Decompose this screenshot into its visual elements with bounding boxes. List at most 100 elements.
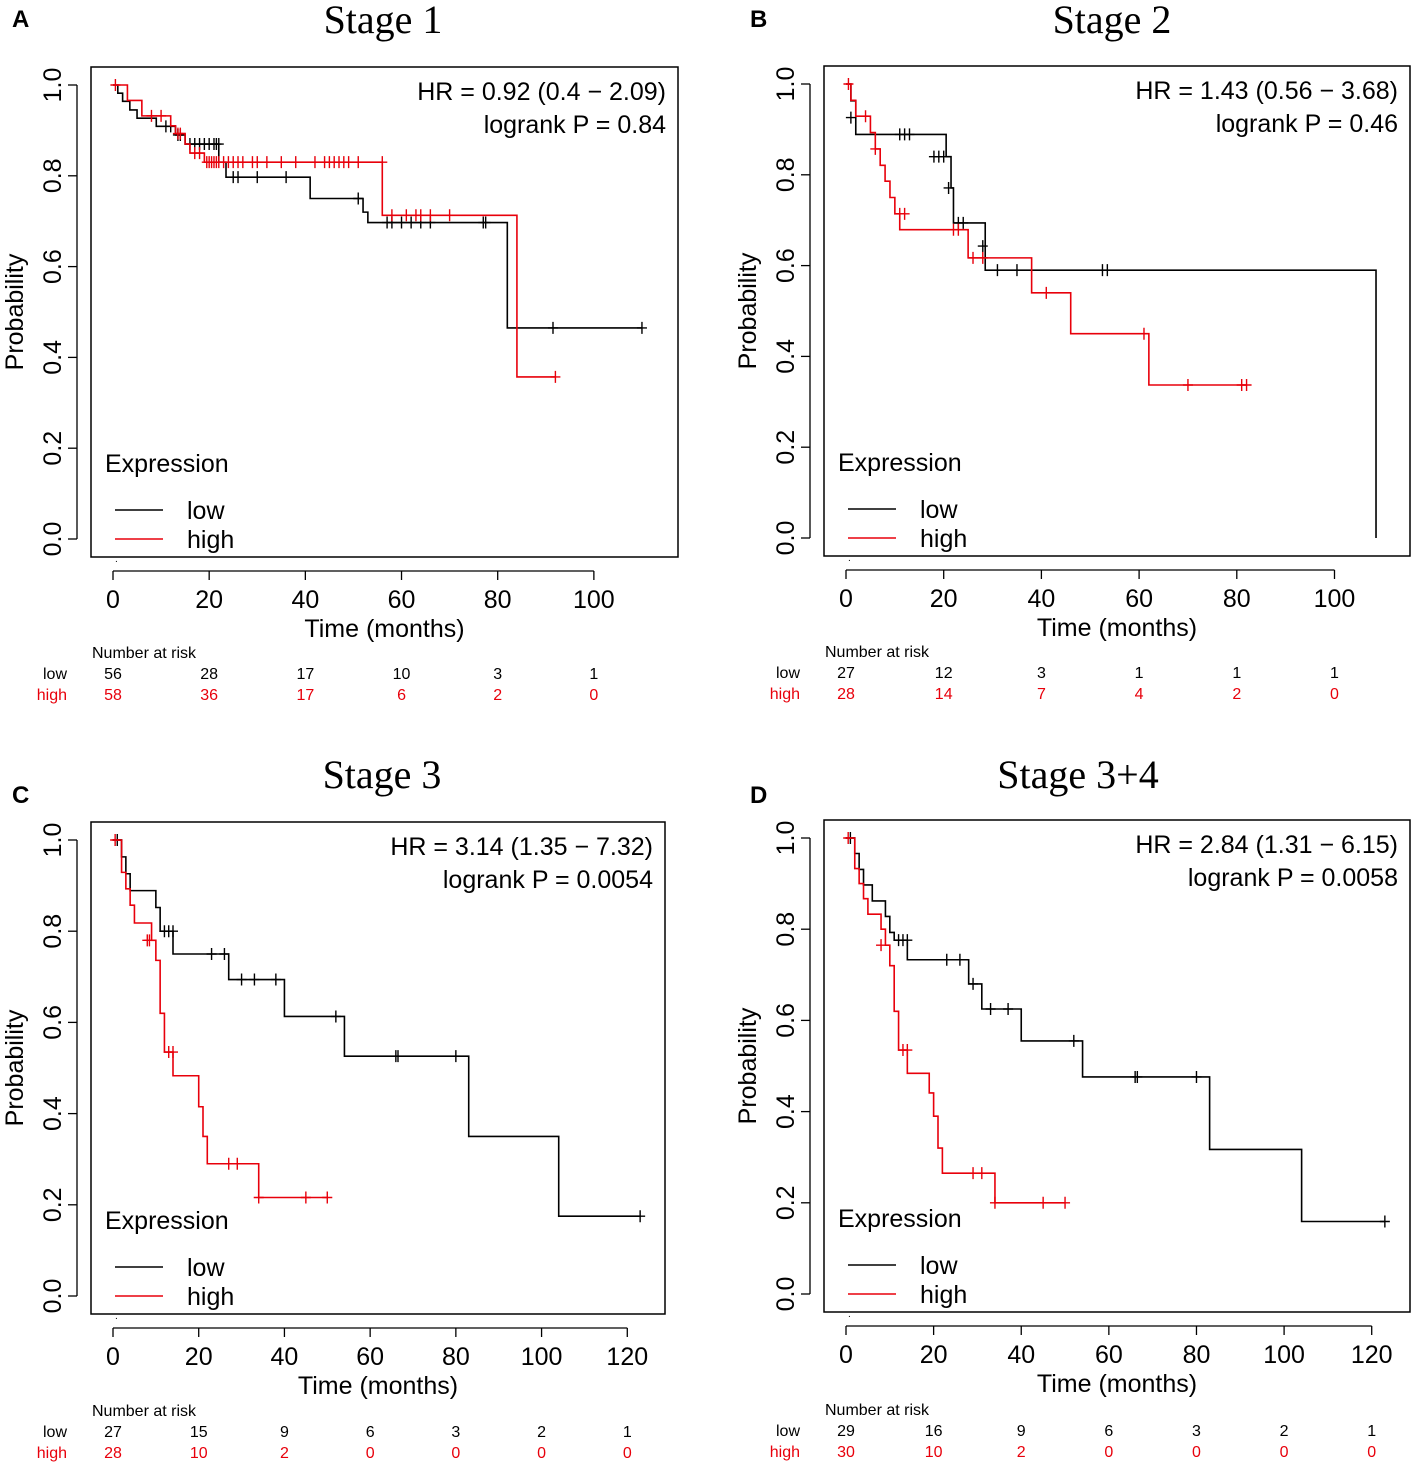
censor-mark-high xyxy=(309,156,320,169)
censor-mark-low xyxy=(249,973,260,986)
x-axis-title: Time (months) xyxy=(1037,614,1197,642)
legend-title: Expression xyxy=(105,1207,229,1235)
censor-mark-low xyxy=(330,1010,341,1023)
risk-count-low: 3 xyxy=(493,666,502,683)
x-tick-label: 60 xyxy=(388,586,416,614)
risk-count-high: 58 xyxy=(104,687,122,704)
censor-mark-low xyxy=(281,171,292,184)
hazard-ratio-text: HR = 0.92 (0.4 − 2.09) xyxy=(417,78,666,106)
censor-mark-high xyxy=(223,1157,234,1170)
censor-mark-high xyxy=(144,934,155,947)
risk-count-high: 7 xyxy=(1037,686,1046,703)
legend-title: Expression xyxy=(105,450,229,478)
censor-mark-low xyxy=(1068,1034,1079,1047)
censor-mark-low xyxy=(236,973,247,986)
risk-count-low: 27 xyxy=(837,665,855,682)
legend-title: Expression xyxy=(838,449,962,477)
legend-title: Expression xyxy=(838,1205,962,1233)
x-tick-label: 100 xyxy=(573,586,615,614)
risk-count-low: 28 xyxy=(200,666,218,683)
risk-row-label-high: high xyxy=(37,1445,67,1462)
x-tick-label: 60 xyxy=(356,1343,384,1371)
censor-mark-high xyxy=(110,79,121,91)
censor-mark-low xyxy=(636,321,647,334)
y-tick-label: 0.6 xyxy=(772,1003,800,1038)
y-axis-title: Probability xyxy=(1,1009,29,1126)
risk-count-high: 0 xyxy=(1192,1444,1201,1461)
censor-mark-high xyxy=(977,251,988,264)
y-axis-title: Probability xyxy=(734,252,762,369)
risk-count-low: 27 xyxy=(104,1424,122,1441)
censor-mark-low xyxy=(168,925,178,938)
plot-title: Stage 3+4 xyxy=(997,752,1158,797)
x-tick-label: 20 xyxy=(185,1343,213,1371)
censor-mark-high xyxy=(1038,1196,1049,1209)
censor-mark-high xyxy=(401,209,412,222)
y-axis-title: Probability xyxy=(734,1007,762,1124)
censor-mark-low xyxy=(213,138,224,151)
y-tick-label: 0.6 xyxy=(39,1005,67,1040)
y-axis-title: Probability xyxy=(1,253,29,370)
survival-curve-high xyxy=(113,84,556,378)
panel-letter: D xyxy=(750,782,767,809)
risk-count-low: 56 xyxy=(104,666,122,683)
survival-curve-low xyxy=(113,839,641,1217)
y-tick-label: 0.2 xyxy=(39,431,67,466)
censor-mark-low xyxy=(353,192,364,205)
y-tick-label: 0.0 xyxy=(772,521,800,556)
plot-title: Stage 3 xyxy=(323,752,442,797)
legend-label-low: low xyxy=(187,497,225,525)
y-tick-label: 1.0 xyxy=(39,68,67,103)
censor-mark-low xyxy=(1191,1070,1202,1083)
y-tick-label: 0.2 xyxy=(39,1187,67,1222)
logrank-p-text: logrank P = 0.46 xyxy=(1216,110,1398,138)
risk-table-header: Number at risk xyxy=(92,1403,197,1420)
censor-mark-low xyxy=(1011,264,1022,277)
risk-count-high: 14 xyxy=(935,686,953,703)
censor-mark-low xyxy=(233,171,244,184)
censor-mark-low xyxy=(1102,264,1113,277)
risk-count-low: 17 xyxy=(296,666,314,683)
risk-count-high: 0 xyxy=(589,687,598,704)
censor-mark-high xyxy=(968,1167,979,1180)
censor-mark-high xyxy=(968,251,979,264)
censor-mark-low xyxy=(393,1050,403,1063)
risk-count-high: 0 xyxy=(1104,1444,1113,1461)
censor-mark-high xyxy=(953,223,964,236)
x-tick-label: 100 xyxy=(1263,1341,1305,1369)
plot-frame xyxy=(823,819,1411,1313)
x-tick-label: 40 xyxy=(1027,585,1055,613)
legend-label-low: low xyxy=(920,496,958,524)
risk-count-high: 6 xyxy=(397,687,406,704)
risk-count-high: 4 xyxy=(1135,686,1144,703)
legend-label-low: low xyxy=(187,1254,225,1282)
risk-row-label-high: high xyxy=(770,686,800,703)
censor-mark-high xyxy=(252,156,263,169)
censor-mark-high xyxy=(290,156,301,169)
y-tick-label: 1.0 xyxy=(772,67,800,102)
x-tick-label: 100 xyxy=(1314,585,1356,613)
censor-mark-high xyxy=(550,370,561,383)
legend-dot: . xyxy=(848,1309,851,1320)
x-tick-label: 0 xyxy=(839,1341,853,1369)
censor-mark-high xyxy=(1138,327,1149,340)
censor-mark-low xyxy=(845,111,856,124)
censor-mark-high xyxy=(870,142,881,155)
censor-mark-low xyxy=(206,948,217,960)
x-axis-title: Time (months) xyxy=(304,615,464,643)
censor-mark-low xyxy=(396,216,407,229)
risk-row-label-high: high xyxy=(770,1444,800,1461)
risk-count-high: 10 xyxy=(190,1445,208,1462)
censor-mark-low xyxy=(938,150,949,163)
risk-table-header: Number at risk xyxy=(825,644,930,661)
y-tick-label: 0.0 xyxy=(39,522,67,557)
censor-mark-high xyxy=(175,127,186,140)
censor-mark-high xyxy=(322,1191,333,1204)
censor-mark-high xyxy=(415,209,426,222)
risk-count-high: 28 xyxy=(837,686,855,703)
risk-count-low: 12 xyxy=(935,665,953,682)
censor-mark-high xyxy=(253,1191,264,1204)
risk-count-high: 17 xyxy=(296,687,314,704)
